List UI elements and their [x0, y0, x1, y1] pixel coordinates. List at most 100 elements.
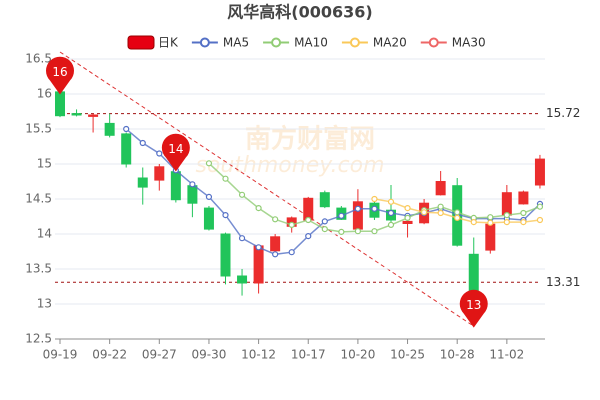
ma-point [123, 125, 130, 133]
ma-point [487, 219, 494, 226]
y-tick-label: 13 [37, 297, 52, 311]
ma-point [487, 214, 494, 221]
candle-body [88, 114, 99, 117]
legend-label: MA20 [373, 36, 407, 50]
ma-point [238, 191, 246, 198]
candle-body [485, 223, 496, 251]
ma-point [503, 212, 510, 219]
x-tick-label: 09-22 [92, 348, 127, 362]
ma-point [238, 235, 246, 242]
ma-point [536, 216, 544, 224]
ma-point [156, 150, 163, 157]
ma-point [305, 233, 312, 240]
ma-point [387, 209, 395, 217]
ma-point [454, 214, 461, 221]
x-tick-label: 09-30 [192, 348, 227, 362]
reference-label: 13.31 [546, 275, 580, 289]
ma-point [404, 205, 411, 212]
x-tick-label: 10-25 [390, 348, 425, 362]
annotation-label: 13 [466, 298, 481, 312]
legend-icon [127, 35, 155, 50]
ma-point [222, 212, 229, 219]
annotation-pin [45, 56, 75, 95]
ma-point [404, 214, 411, 221]
legend: 日K MA5 MA10 MA20 MA30 [127, 35, 486, 50]
legend-label: MA5 [223, 36, 249, 50]
candle-body [270, 236, 281, 252]
candle-body [402, 220, 413, 224]
legend-icon [199, 37, 210, 48]
x-tick-label: 10-28 [440, 348, 475, 362]
y-tick-label: 14.5 [25, 192, 52, 206]
annotation-pin [459, 289, 488, 328]
legend-icon [428, 37, 439, 48]
watermark: 南方财富网 southmoney.com [195, 124, 384, 179]
ma-point [189, 181, 196, 188]
ma-point [321, 218, 328, 225]
candle-body [220, 233, 231, 277]
ma-point [387, 198, 395, 205]
ma-point [520, 209, 527, 217]
y-tick-label: 16 [37, 87, 52, 101]
candle-body [187, 185, 198, 204]
legend-icon [349, 37, 360, 48]
ma-point [387, 221, 395, 228]
x-tick-label: 10-20 [340, 348, 375, 362]
annotation-label: 14 [168, 142, 183, 156]
watermark-sub: southmoney.com [195, 153, 384, 178]
ma-point [371, 195, 378, 203]
ma-point [255, 205, 262, 212]
ma-point [305, 216, 312, 224]
candle-body [435, 181, 446, 196]
ma-point [255, 244, 262, 251]
y-tick-label: 15 [37, 157, 52, 171]
trend-line [59, 51, 473, 326]
y-tick-label: 14 [37, 227, 52, 241]
ma-point [520, 219, 527, 226]
candle-body [203, 207, 214, 230]
candle-body [253, 245, 264, 284]
reference-label: 15.72 [546, 106, 580, 120]
candle-body [137, 177, 148, 188]
x-tick-label: 09-19 [43, 348, 78, 362]
ma-point [321, 226, 328, 233]
ma-point [536, 203, 544, 210]
ma-point [222, 175, 229, 182]
ma-point [503, 219, 510, 226]
ma-point [139, 139, 146, 147]
candle-body [303, 197, 314, 221]
y-tick-label: 12.5 [25, 332, 52, 346]
annotation-pin [161, 133, 190, 172]
ma-point [338, 228, 345, 235]
candle-body [104, 122, 115, 136]
x-tick-label: 10-12 [241, 348, 276, 362]
x-tick-label: 10-17 [291, 348, 326, 362]
ma-point [338, 212, 345, 219]
ma-point [205, 193, 213, 200]
candle-body [501, 192, 512, 216]
candle-body [534, 158, 545, 186]
candle-body [121, 133, 132, 165]
y-tick-label: 15.5 [25, 122, 52, 136]
ma-point [288, 221, 295, 228]
candle-body [518, 191, 529, 205]
y-tick-label: 16.5 [25, 52, 52, 66]
ma-point [371, 205, 378, 212]
x-tick-label: 11-02 [489, 348, 524, 362]
ma-point [272, 251, 279, 258]
ma-point [288, 249, 295, 256]
candle-body [170, 171, 181, 201]
watermark-text: 南方财富网 [245, 124, 375, 155]
ma-point [421, 209, 428, 216]
candle-body [55, 91, 65, 117]
candle-body [237, 275, 248, 284]
ma-point [437, 203, 444, 210]
ma-point [437, 209, 444, 217]
candle-body [71, 113, 82, 116]
ma-point [454, 209, 461, 216]
ma-point [470, 219, 477, 226]
ma-point [272, 216, 279, 223]
annotation-label: 16 [52, 65, 67, 79]
ma-point [354, 228, 361, 235]
